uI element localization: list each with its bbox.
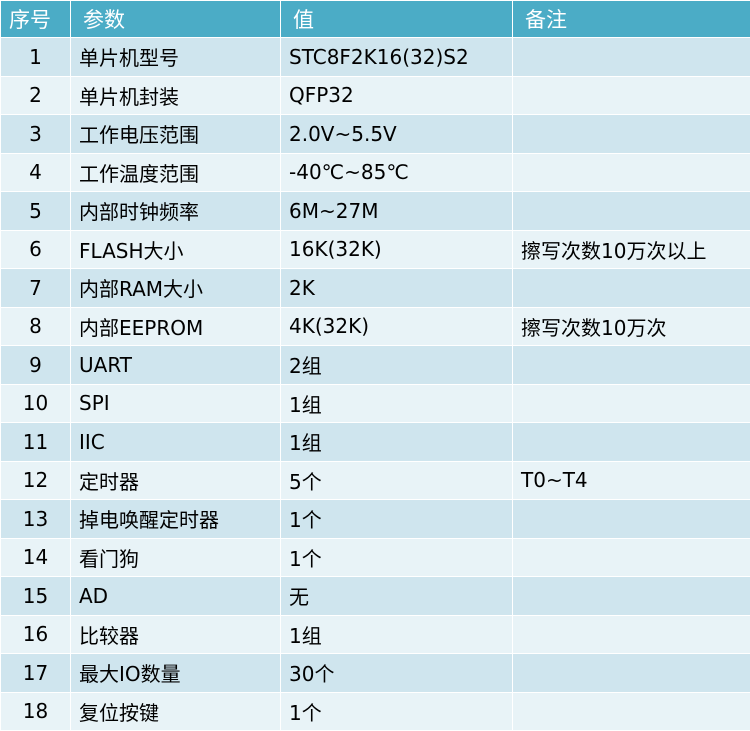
- cell-value: 2K: [280, 268, 513, 308]
- cell-remark: [512, 691, 750, 731]
- table-row: 18 复位按键 1个: [0, 691, 750, 731]
- table-row: 13 掉电唤醒定时器 1个: [0, 499, 750, 539]
- cell-value: 4K(32K): [280, 306, 513, 346]
- cell-value: 1个: [280, 691, 513, 731]
- cell-index: 12: [0, 460, 71, 500]
- cell-index: 4: [0, 152, 71, 192]
- table-row: 11 IIC 1组: [0, 422, 750, 462]
- table-row: 3 工作电压范围 2.0V~5.5V: [0, 114, 750, 154]
- table-row: 16 比较器 1组: [0, 614, 750, 654]
- cell-parameter: 内部EEPROM: [70, 306, 281, 346]
- header-value: 值: [280, 0, 513, 38]
- table-row: 9 UART 2组: [0, 345, 750, 385]
- cell-parameter: 内部时钟频率: [70, 191, 281, 231]
- cell-value: 6M~27M: [280, 191, 513, 231]
- table-row: 7 内部RAM大小 2K: [0, 268, 750, 308]
- cell-parameter: FLASH大小: [70, 229, 281, 269]
- cell-parameter: 最大IO数量: [70, 653, 281, 693]
- cell-parameter: 单片机封装: [70, 75, 281, 115]
- cell-value: -40℃~85℃: [280, 152, 513, 192]
- cell-value: STC8F2K16(32)S2: [280, 37, 513, 77]
- cell-parameter: 工作电压范围: [70, 114, 281, 154]
- cell-value: 2.0V~5.5V: [280, 114, 513, 154]
- header-index: 序号: [0, 0, 71, 38]
- cell-index: 8: [0, 306, 71, 346]
- table-row: 14 看门狗 1个: [0, 537, 750, 577]
- cell-index: 7: [0, 268, 71, 308]
- cell-index: 15: [0, 576, 71, 616]
- table-row: 17 最大IO数量 30个: [0, 653, 750, 693]
- cell-remark: T0~T4: [512, 460, 750, 500]
- table-row: 1 单片机型号 STC8F2K16(32)S2: [0, 37, 750, 77]
- cell-index: 1: [0, 37, 71, 77]
- cell-value: 1组: [280, 422, 513, 462]
- cell-index: 14: [0, 537, 71, 577]
- cell-index: 5: [0, 191, 71, 231]
- table-body: 1 单片机型号 STC8F2K16(32)S2 2 单片机封装 QFP32 3 工作电压范围 2…: [0, 37, 750, 731]
- cell-index: 6: [0, 229, 71, 269]
- table-header-row: 序号 参数 值 备注: [0, 0, 750, 38]
- cell-remark: [512, 383, 750, 423]
- table-row: 10 SPI 1组: [0, 383, 750, 423]
- cell-parameter: 看门狗: [70, 537, 281, 577]
- cell-remark: [512, 653, 750, 693]
- cell-index: 9: [0, 345, 71, 385]
- cell-index: 2: [0, 75, 71, 115]
- table-row: 2 单片机封装 QFP32: [0, 75, 750, 115]
- cell-parameter: 掉电唤醒定时器: [70, 499, 281, 539]
- cell-index: 10: [0, 383, 71, 423]
- header-remark: 备注: [512, 0, 750, 38]
- cell-value: 30个: [280, 653, 513, 693]
- cell-remark: [512, 422, 750, 462]
- cell-parameter: SPI: [70, 383, 281, 423]
- cell-index: 16: [0, 614, 71, 654]
- cell-remark: [512, 268, 750, 308]
- cell-remark: [512, 152, 750, 192]
- cell-parameter: 比较器: [70, 614, 281, 654]
- cell-value: QFP32: [280, 75, 513, 115]
- cell-parameter: IIC: [70, 422, 281, 462]
- table-row: 5 内部时钟频率 6M~27M: [0, 191, 750, 231]
- cell-remark: [512, 345, 750, 385]
- header-parameter: 参数: [70, 0, 281, 38]
- cell-remark: [512, 37, 750, 77]
- cell-remark: [512, 614, 750, 654]
- table-row: 12 定时器 5个 T0~T4: [0, 460, 750, 500]
- cell-remark: [512, 499, 750, 539]
- cell-remark: [512, 114, 750, 154]
- cell-index: 3: [0, 114, 71, 154]
- cell-value: 1个: [280, 499, 513, 539]
- cell-value: 5个: [280, 460, 513, 500]
- cell-parameter: 工作温度范围: [70, 152, 281, 192]
- cell-remark: [512, 191, 750, 231]
- cell-index: 11: [0, 422, 71, 462]
- cell-value: 无: [280, 576, 513, 616]
- cell-value: 1组: [280, 614, 513, 654]
- cell-parameter: 定时器: [70, 460, 281, 500]
- table-row: 15 AD 无: [0, 576, 750, 616]
- cell-parameter: 单片机型号: [70, 37, 281, 77]
- cell-remark: 擦写次数10万次以上: [512, 229, 750, 269]
- cell-value: 2组: [280, 345, 513, 385]
- cell-value: 1组: [280, 383, 513, 423]
- cell-value: 1个: [280, 537, 513, 577]
- cell-remark: [512, 75, 750, 115]
- table-row: 6 FLASH大小 16K(32K) 擦写次数10万次以上: [0, 229, 750, 269]
- cell-remark: [512, 576, 750, 616]
- cell-parameter: AD: [70, 576, 281, 616]
- cell-parameter: UART: [70, 345, 281, 385]
- cell-value: 16K(32K): [280, 229, 513, 269]
- cell-remark: [512, 537, 750, 577]
- cell-index: 13: [0, 499, 71, 539]
- table-row: 8 内部EEPROM 4K(32K) 擦写次数10万次: [0, 306, 750, 346]
- cell-index: 17: [0, 653, 71, 693]
- cell-parameter: 复位按键: [70, 691, 281, 731]
- table-row: 4 工作温度范围 -40℃~85℃: [0, 152, 750, 192]
- cell-index: 18: [0, 691, 71, 731]
- cell-parameter: 内部RAM大小: [70, 268, 281, 308]
- cell-remark: 擦写次数10万次: [512, 306, 750, 346]
